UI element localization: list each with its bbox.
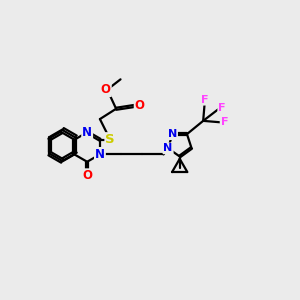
Text: N: N bbox=[168, 129, 177, 139]
Text: O: O bbox=[101, 83, 111, 96]
Text: N: N bbox=[164, 143, 173, 153]
Text: O: O bbox=[82, 169, 92, 182]
Text: F: F bbox=[201, 95, 208, 105]
Text: S: S bbox=[105, 133, 115, 146]
Text: F: F bbox=[220, 117, 228, 127]
Text: N: N bbox=[95, 148, 105, 161]
Text: O: O bbox=[135, 99, 145, 112]
Text: N: N bbox=[82, 126, 92, 139]
Text: F: F bbox=[218, 103, 226, 112]
